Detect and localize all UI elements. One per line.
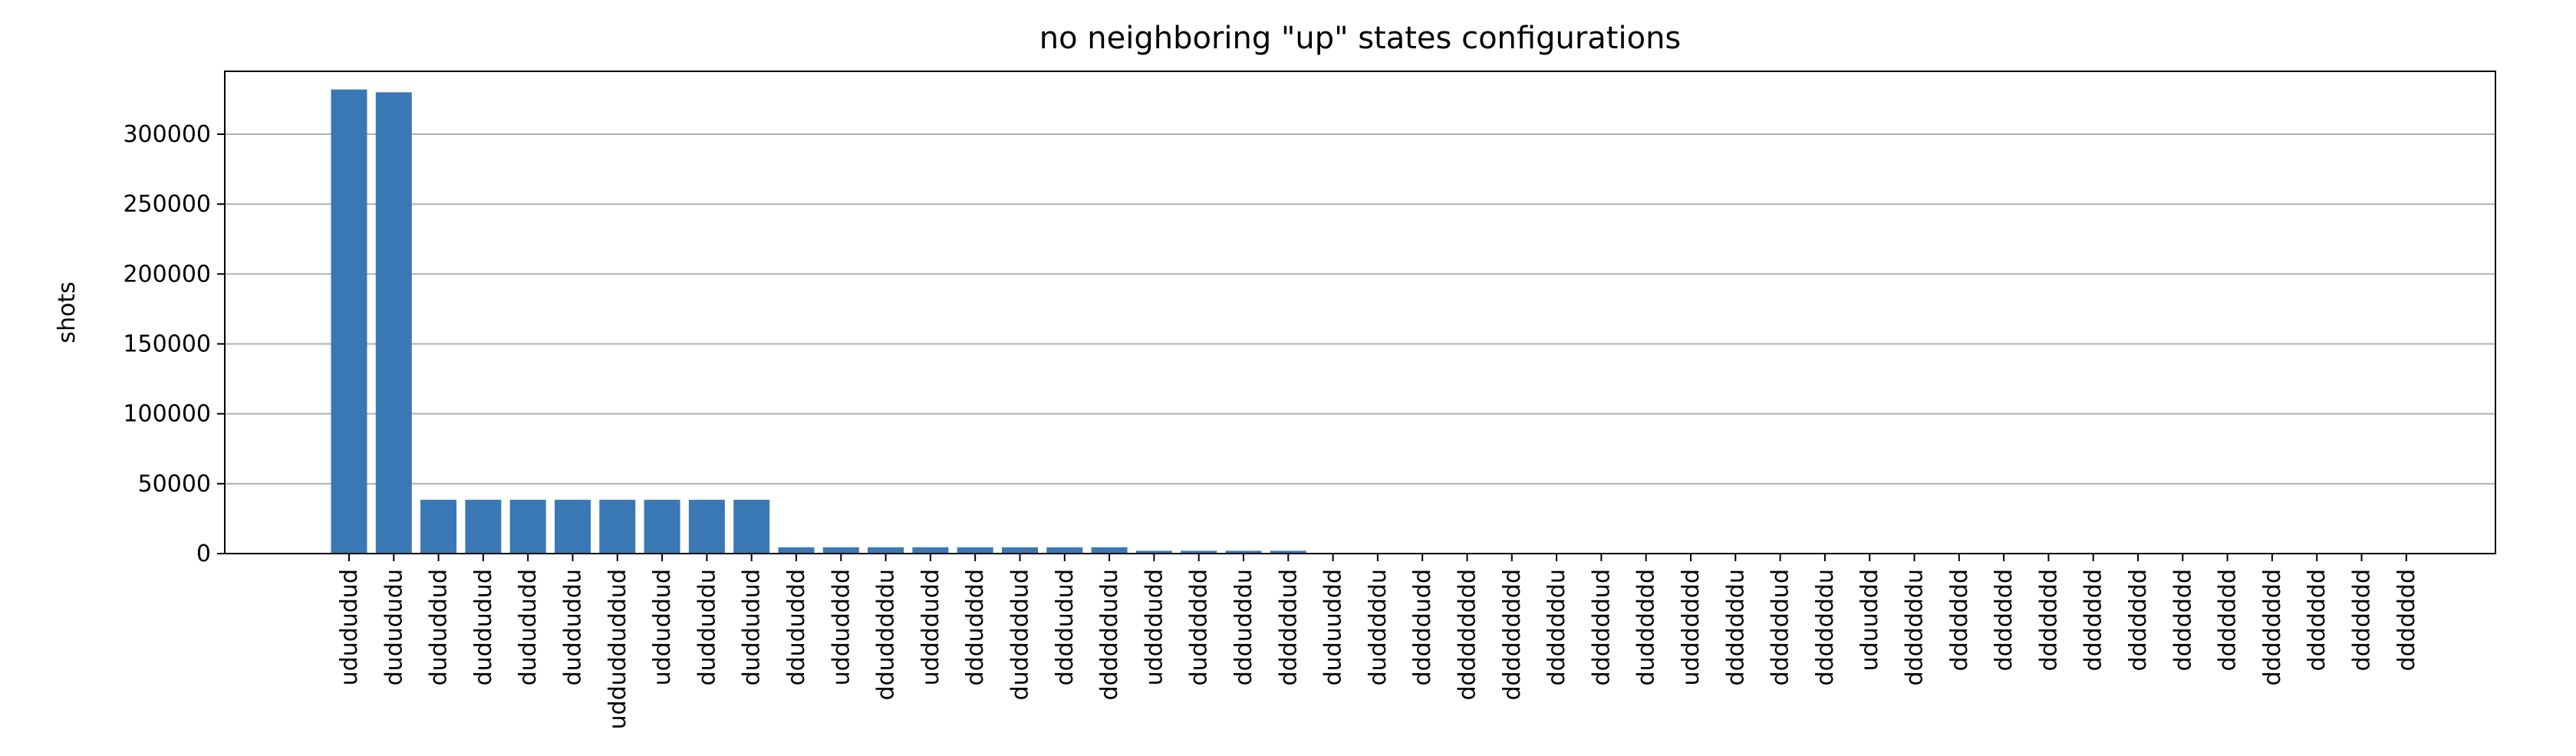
x-tick-label: dudduddu: [560, 569, 587, 685]
x-tick-label: ddududdd: [783, 569, 810, 685]
y-tick-label: 50000: [138, 471, 211, 498]
bar: [868, 547, 904, 554]
bar: [555, 499, 591, 554]
x-tick-label: udduddud: [649, 569, 676, 685]
x-axis: udududud dudududu dududdud duddudud dudududd…: [336, 554, 2420, 729]
x-tick-label: uddudddd: [828, 569, 855, 685]
x-tick-label: ddddddudu: [1096, 569, 1123, 700]
x-tick-label: ddddddd: [1946, 569, 1973, 671]
x-tick-label: ddudddddu: [873, 569, 900, 700]
bar: [912, 547, 949, 554]
x-tick-label: ddddddd: [2304, 569, 2331, 671]
x-tick-label: dddudddd: [962, 569, 989, 685]
x-tick-label: uddddddd: [1678, 569, 1705, 685]
x-tick-label: ddddddd: [2349, 569, 2376, 671]
x-tick-label: ddddddud: [1767, 569, 1794, 685]
bar: [1270, 551, 1306, 554]
x-tick-label: ddddddd: [2080, 569, 2107, 671]
y-axis-label: shots: [54, 281, 81, 343]
x-tick-label: ddddddddd: [1499, 569, 1526, 700]
x-tick-label: ddddudud: [1052, 569, 1079, 685]
bar: [465, 499, 502, 554]
x-tick-label: dududdud: [426, 569, 453, 685]
bar: [375, 92, 412, 554]
x-tick-label: dddddudd: [1409, 569, 1436, 685]
x-tick-label: uddddudd: [917, 569, 944, 685]
x-tick-label: uduuddd: [1856, 569, 1883, 671]
bar: [331, 89, 367, 554]
x-tick-label: uddudduddud: [604, 569, 631, 729]
x-tick-label: dddddddu: [1812, 569, 1839, 685]
x-tick-label: dddddddd: [2259, 569, 2286, 685]
x-tick-label: ddddddd: [2393, 569, 2420, 671]
bar: [644, 499, 680, 554]
bar: [1135, 551, 1172, 554]
x-tick-label: dudddddd: [1186, 569, 1213, 685]
bar: [1046, 547, 1083, 554]
y-axis: 0 50000 100000 150000 200000 250000 300000: [123, 121, 225, 567]
y-tick-label: 0: [196, 541, 211, 567]
x-tick-label: ddddddd: [2035, 569, 2062, 671]
chart-title: no neighboring "up" states configuration…: [1039, 21, 1682, 56]
bars: [331, 89, 2425, 554]
x-tick-label: dudduddu: [693, 569, 720, 685]
x-tick-label: ddddddud: [1588, 569, 1615, 685]
bar: [599, 499, 636, 554]
y-tick-label: 200000: [123, 261, 211, 288]
y-tick-label: 300000: [123, 121, 211, 148]
x-tick-label: ddddddud: [1275, 569, 1302, 685]
x-tick-label: dddddddu: [1543, 569, 1570, 685]
bar: [1091, 547, 1128, 554]
y-tick-label: 100000: [123, 401, 211, 428]
x-tick-label: ddddddddd: [1454, 569, 1481, 700]
bar: [1225, 551, 1262, 554]
x-tick-label: duddudud: [470, 569, 497, 685]
x-tick-label: dddddddu: [1902, 569, 1929, 685]
x-tick-label: dudddddd: [1633, 569, 1660, 685]
x-tick-label: dudududd: [515, 569, 542, 685]
bar: [1181, 551, 1217, 554]
x-tick-label: dddddddu: [1722, 569, 1749, 685]
bar: [509, 499, 546, 554]
bar: [733, 499, 770, 554]
y-tick-label: 150000: [123, 331, 211, 358]
y-tick-label: 250000: [123, 191, 211, 218]
x-tick-label: dddudddu: [1230, 569, 1257, 685]
x-tick-label: dudddddud: [1007, 569, 1034, 700]
x-tick-label: udududud: [336, 569, 363, 685]
bar: [688, 499, 725, 554]
bar: [822, 547, 859, 554]
x-tick-label: dudddddu: [1365, 569, 1392, 685]
x-tick-label: ddddddd: [2215, 569, 2242, 671]
bar: [1002, 547, 1038, 554]
x-tick-label: uddddudd: [1141, 569, 1168, 685]
x-tick-label: ddddddd: [2169, 569, 2196, 671]
bar: [778, 547, 815, 554]
x-tick-label: dudududu: [380, 569, 407, 685]
plot-area-frame: [224, 71, 2496, 554]
x-tick-label: duduuddd: [1320, 569, 1347, 685]
bar: [957, 547, 993, 554]
x-tick-label: duddudud: [739, 569, 766, 685]
bar: [420, 499, 457, 554]
x-tick-label: ddddddd: [2125, 569, 2152, 671]
x-tick-label: ddddddd: [1991, 569, 2018, 671]
